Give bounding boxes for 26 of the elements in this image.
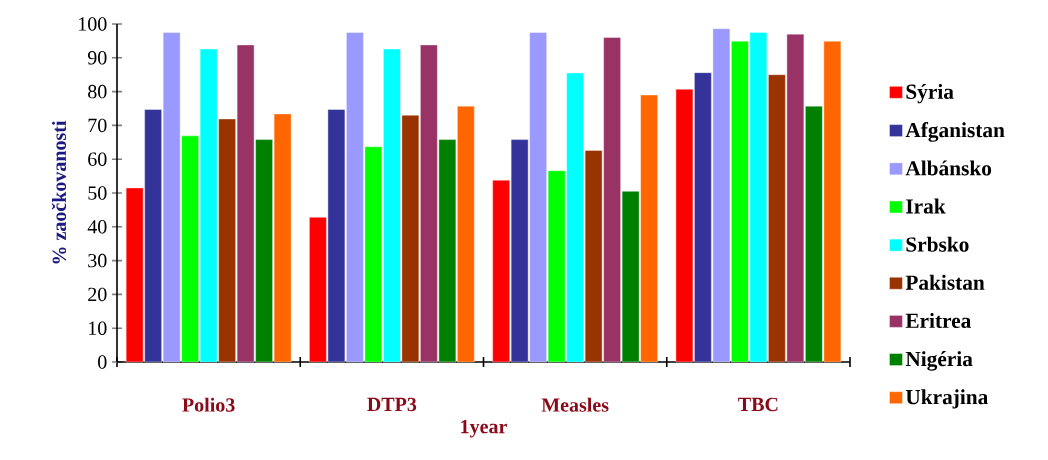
x-tick-label: Measles [541, 397, 609, 412]
y-tick-label: 30 [88, 253, 107, 268]
y-tick-label: 80 [88, 84, 107, 99]
y-tick-label: 100 [79, 17, 107, 31]
legend-label: Srbsko [906, 236, 969, 252]
y-tick-label: 70 [88, 118, 107, 133]
legend-label: Nigéria [905, 351, 973, 371]
y-tick-label: 10 [89, 321, 107, 335]
legend-label: Eritrea [905, 312, 971, 328]
x-tick-label: DTP3 [367, 397, 417, 412]
legend-label: Afganistan [905, 122, 1005, 142]
x-tick-label: Polio3 [182, 397, 235, 412]
y-tick-label: 60 [88, 152, 107, 166]
legend-label: Albánsko [905, 160, 992, 176]
y-axis-title: % zaočkovanosti [51, 120, 67, 264]
legend-label: Irak [906, 198, 946, 214]
legend-label: Ukrajina [905, 389, 988, 409]
y-tick-label: 20 [88, 287, 107, 302]
y-tick-label: 40 [87, 220, 107, 234]
y-tick-label: 0 [98, 355, 107, 369]
x-tick-label: TBC [738, 397, 778, 412]
x-axis-title: 1year [461, 419, 507, 438]
y-tick-label: 50 [88, 186, 107, 200]
legend-label: Sýria [906, 83, 954, 104]
y-tick-label: 90 [87, 51, 107, 65]
legend-label: Pakistan [905, 274, 985, 290]
